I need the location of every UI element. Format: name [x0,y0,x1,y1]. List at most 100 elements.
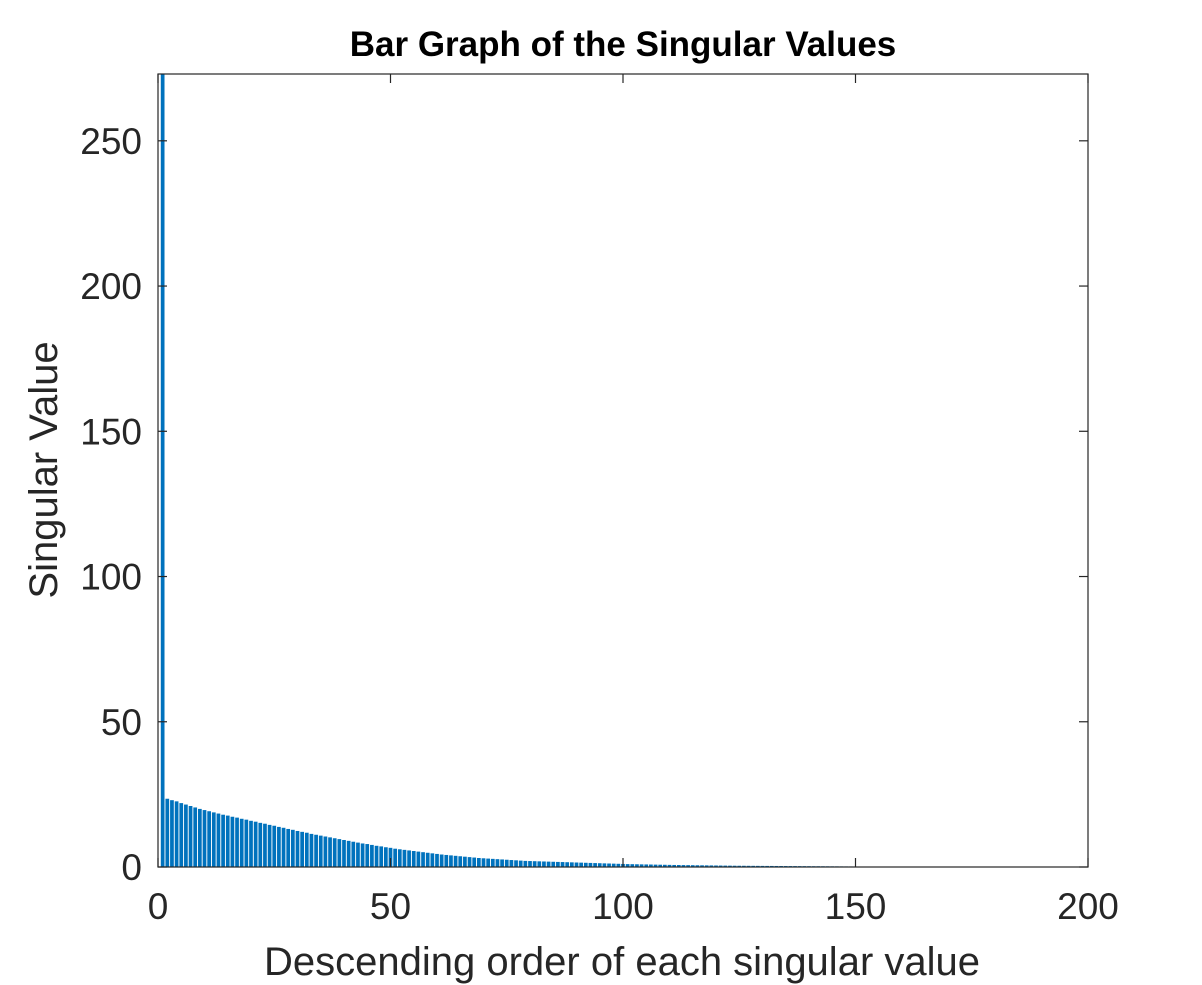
bar [700,865,704,867]
bar [365,844,370,867]
bar [630,864,635,867]
bar [374,845,379,867]
y-axis-label: Singular Value [22,341,66,598]
bar [504,859,509,867]
y-axis-ticks: 0 50 100 150 200 250 [80,121,1088,888]
bar [658,864,663,867]
bar [523,860,528,867]
bar [723,865,728,867]
bar [686,865,690,867]
bar [644,864,649,867]
bar [579,862,584,867]
bar [295,830,300,867]
bar [379,846,384,867]
bar [453,855,458,867]
bar [611,863,616,867]
bar [546,861,551,867]
bar [458,856,463,867]
bar [328,837,332,867]
bar [267,824,272,867]
bar [221,814,225,867]
x-axis-ticks: 0 50 100 150 200 [148,74,1119,927]
bar [309,833,314,867]
chart-title: Bar Graph of the Singular Values [350,25,897,64]
bar [314,834,318,867]
bar [481,858,486,867]
bar [402,849,407,867]
bar [165,798,170,867]
bar [323,836,328,867]
y-tick-label: 100 [80,557,142,598]
bar [672,864,677,867]
bar [742,865,746,867]
plot-area-box [157,73,1089,868]
bar [653,864,658,867]
bar [593,863,597,867]
bar [304,832,309,867]
bar [514,860,518,867]
bar [718,865,723,867]
bar [425,852,430,867]
bar [230,816,235,867]
bar [667,864,672,867]
bar [463,856,467,867]
bar [249,820,253,867]
bar [528,861,532,867]
bar [202,810,207,867]
bar [588,862,593,867]
bar [277,826,281,867]
bar [565,862,570,867]
bar [518,860,523,867]
bar [207,811,212,867]
bar [435,853,439,867]
bar [160,74,165,867]
bar [714,865,718,867]
bar [639,864,644,867]
bar [407,850,411,867]
bar [383,847,388,867]
bar [253,821,258,867]
bar [537,861,542,867]
bar [728,865,732,867]
y-tick-label: 250 [80,121,142,162]
y-tick-label: 150 [80,411,142,452]
bar [616,863,621,867]
bar [225,815,230,867]
y-tick-label: 50 [101,702,142,743]
bar [542,861,546,867]
bar [681,865,686,867]
bar [509,860,514,867]
bar [467,857,472,867]
x-tick-label: 50 [370,886,411,927]
bar [184,804,188,867]
bar [393,848,398,867]
bar [179,803,184,867]
bar [704,865,709,867]
bar [272,825,277,867]
bar [556,861,560,867]
bar [695,865,700,867]
y-tick-label: 0 [121,847,142,888]
x-tick-label: 100 [592,886,654,927]
bar [430,853,435,867]
bar [216,813,221,867]
bar [597,863,602,867]
x-tick-label: 200 [1057,886,1119,927]
bar [569,862,574,867]
bar [300,831,305,867]
bar [476,858,481,867]
x-tick-label: 0 [148,886,169,927]
bar [337,839,342,867]
bar [416,851,421,867]
bar [281,827,286,867]
bar [444,854,449,867]
bar [411,851,416,867]
x-axis-label: Descending order of each singular value [264,940,980,984]
bar [625,864,630,867]
bar [583,862,588,867]
bar [500,859,504,867]
bar [635,864,639,867]
bar [290,829,295,867]
bar [490,858,495,867]
bar [495,859,500,867]
